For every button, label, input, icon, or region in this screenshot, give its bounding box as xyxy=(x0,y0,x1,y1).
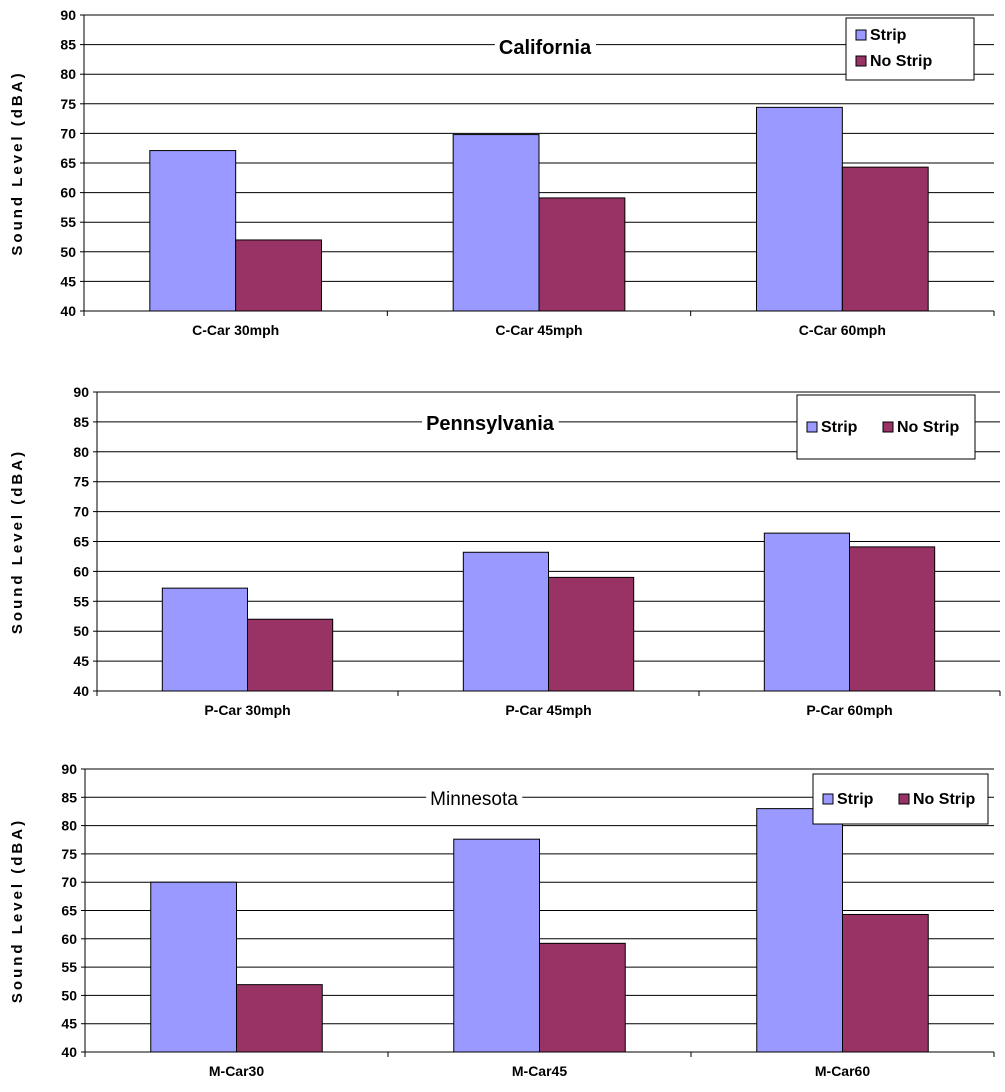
x-tick-label: C-Car 30mph xyxy=(192,322,279,338)
y-tick-label: 90 xyxy=(60,7,76,23)
chart-title: Minnesota xyxy=(430,789,518,810)
y-tick-label: 45 xyxy=(61,1016,77,1032)
bar-no-strip xyxy=(236,984,323,1053)
legend-box xyxy=(845,17,975,81)
y-tick-label: 60 xyxy=(60,185,76,201)
x-tick-label: C-Car 45mph xyxy=(495,322,582,338)
x-tick-label: M-Car30 xyxy=(209,1063,264,1079)
y-tick-label: 80 xyxy=(60,66,76,82)
x-tick-label: C-Car 60mph xyxy=(799,322,886,338)
y-tick-label: 65 xyxy=(61,903,77,919)
y-tick-label: 75 xyxy=(73,474,89,490)
legend-swatch-no-strip xyxy=(855,55,867,67)
y-tick-label: 80 xyxy=(61,818,77,834)
y-axis-label: Sound Level (dBA) xyxy=(9,70,26,255)
y-tick-label: 80 xyxy=(73,444,89,460)
y-tick-label: 75 xyxy=(60,96,76,112)
y-tick-label: 90 xyxy=(61,761,77,777)
y-tick-label: 40 xyxy=(60,303,76,319)
y-tick-label: 65 xyxy=(60,155,76,171)
bar-no-strip xyxy=(539,942,626,1053)
chart-2: 40 45 50 55 60 65 70 75 80 85 90 P-Car 30mph P-Car 4… xyxy=(9,384,1001,718)
bar-strip xyxy=(150,881,238,1053)
legend-swatch-strip xyxy=(822,793,834,805)
bar-strip xyxy=(161,587,248,692)
chart-title: California xyxy=(499,37,592,59)
bar-strip xyxy=(763,532,851,692)
legend-label-no-strip: No Strip xyxy=(913,791,975,808)
y-tick-label: 85 xyxy=(61,789,77,805)
bar-no-strip xyxy=(247,618,334,692)
bar-strip xyxy=(756,808,843,1053)
legend-label-no-strip: No Strip xyxy=(870,53,932,70)
title-background xyxy=(426,787,523,812)
bar-strip xyxy=(755,106,843,312)
x-tick-label: M-Car45 xyxy=(512,1063,567,1079)
legend-swatch-strip xyxy=(806,421,818,433)
y-tick-label: 70 xyxy=(61,874,77,890)
legend-swatch-no-strip xyxy=(898,793,910,805)
y-tick-label: 70 xyxy=(73,504,89,520)
y-tick-label: 60 xyxy=(73,563,89,579)
y-tick-label: 65 xyxy=(73,534,89,550)
bar-no-strip xyxy=(841,166,929,312)
bar-strip xyxy=(462,551,549,692)
y-tick-label: 60 xyxy=(61,931,77,947)
legend-swatch-strip xyxy=(855,29,867,41)
bar-no-strip xyxy=(548,576,635,692)
legend-label-no-strip: No Strip xyxy=(897,419,959,436)
bar-no-strip xyxy=(538,197,626,312)
y-tick-label: 55 xyxy=(60,214,76,230)
legend-label-strip: Strip xyxy=(837,791,874,808)
chart-title: Pennsylvania xyxy=(426,413,555,435)
y-tick-label: 45 xyxy=(60,273,76,289)
y-tick-label: 50 xyxy=(61,987,77,1003)
legend-label-strip: Strip xyxy=(821,419,858,436)
y-axis-label: Sound Level (dBA) xyxy=(9,818,26,1003)
y-tick-label: 70 xyxy=(60,125,76,141)
y-tick-label: 55 xyxy=(61,959,77,975)
y-tick-label: 40 xyxy=(73,683,89,699)
bar-strip xyxy=(452,134,540,312)
y-tick-label: 85 xyxy=(73,414,89,430)
y-tick-label: 55 xyxy=(73,593,89,609)
x-tick-label: P-Car 45mph xyxy=(505,702,591,718)
title-background xyxy=(422,411,559,437)
y-tick-label: 40 xyxy=(61,1044,77,1060)
chart-3: 40 45 50 55 60 65 70 75 80 85 90 M-Car30 M-Car45 M-Ca… xyxy=(9,761,995,1079)
y-tick-label: 75 xyxy=(61,846,77,862)
y-tick-label: 90 xyxy=(73,384,89,400)
y-tick-label: 85 xyxy=(60,37,76,53)
chart-1: 40 45 50 55 60 65 70 75 80 85 90 C-Car 30mph C-Car 4… xyxy=(9,7,995,338)
y-tick-label: 50 xyxy=(60,244,76,260)
bar-no-strip xyxy=(849,546,936,692)
bar-no-strip xyxy=(842,913,929,1053)
x-tick-label: P-Car 30mph xyxy=(204,702,290,718)
y-axis-label: Sound Level (dBA) xyxy=(9,449,26,634)
title-background xyxy=(494,35,596,61)
y-tick-label: 50 xyxy=(73,623,89,639)
x-tick-label: P-Car 60mph xyxy=(806,702,892,718)
legend-swatch-no-strip xyxy=(882,421,894,433)
bar-no-strip xyxy=(235,239,323,312)
y-tick-label: 45 xyxy=(73,653,89,669)
legend-label-strip: Strip xyxy=(870,27,907,44)
bar-strip xyxy=(149,150,237,312)
x-tick-label: M-Car60 xyxy=(815,1063,870,1079)
bar-strip xyxy=(453,838,541,1053)
